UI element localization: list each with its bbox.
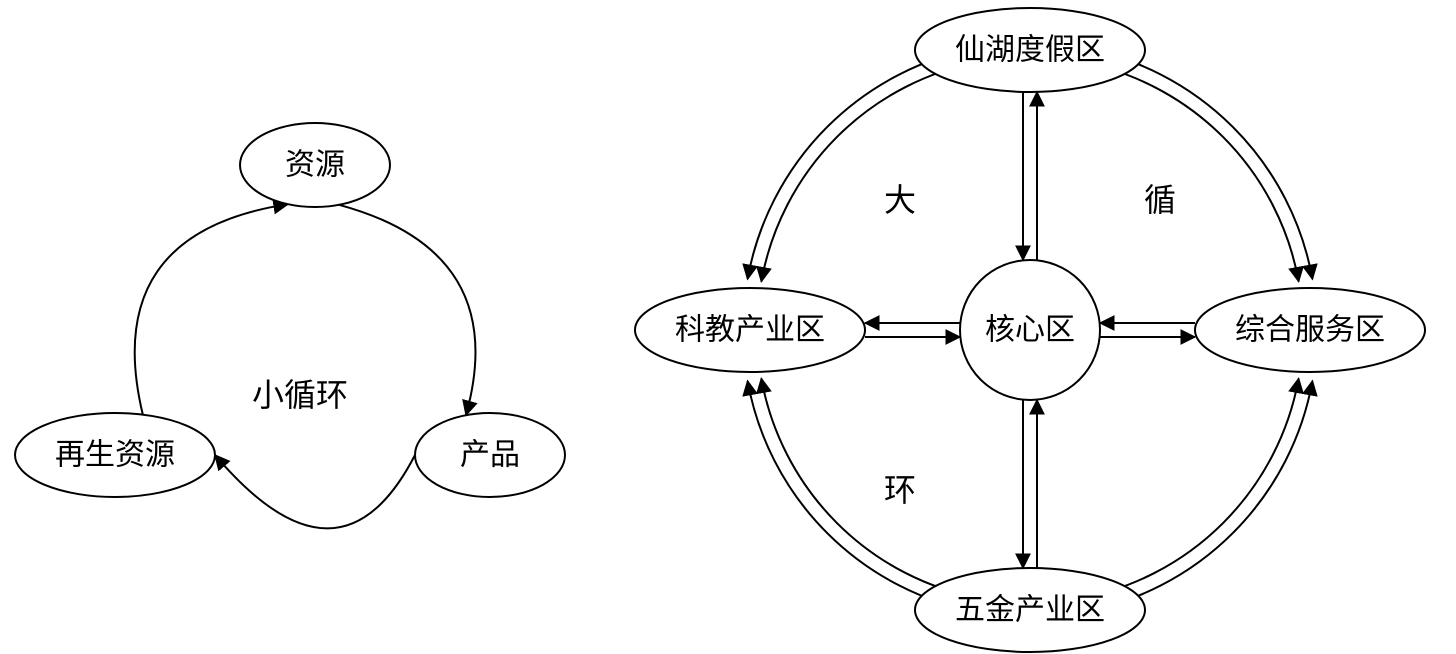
ring-inner-service-metal <box>1078 378 1298 598</box>
ring-inner-tech-lake <box>761 61 981 281</box>
edge-product-renewable <box>215 455 415 528</box>
right-node-tech-label: 科教产业区 <box>675 314 825 347</box>
ring-inner-lake-service <box>1078 61 1298 281</box>
ring-outer-tech-lake <box>748 48 980 280</box>
edge-resource-product <box>339 205 475 415</box>
left-node-renewable-label: 再生资源 <box>55 439 175 472</box>
ring-outer-metal-tech <box>748 381 980 613</box>
right-free-label-2: 环 <box>884 472 916 508</box>
diagram-canvas: 资源产品 再生资源 小循环 仙湖度假区综合服务区五金产业区 科教产业区 核心区 大 循环 <box>0 0 1456 654</box>
left-center-label: 小循环 <box>252 377 348 413</box>
right-node-metal-label: 五金产业区 <box>955 594 1105 627</box>
right-free-label-1: 循 <box>1144 182 1176 218</box>
ring-inner-metal-tech <box>761 378 981 598</box>
ring-outer-service-metal <box>1081 381 1313 613</box>
left-node-product-label: 产品 <box>460 439 520 472</box>
right-free-label-0: 大 <box>884 182 916 218</box>
left-node-resource-label: 资源 <box>285 149 345 182</box>
right-node-core-label: 核心区 <box>985 314 1075 347</box>
right-node-lake-label: 仙湖度假区 <box>955 34 1105 67</box>
right-node-service-label: 综合服务区 <box>1235 314 1385 347</box>
ring-outer-lake-service <box>1081 48 1313 280</box>
